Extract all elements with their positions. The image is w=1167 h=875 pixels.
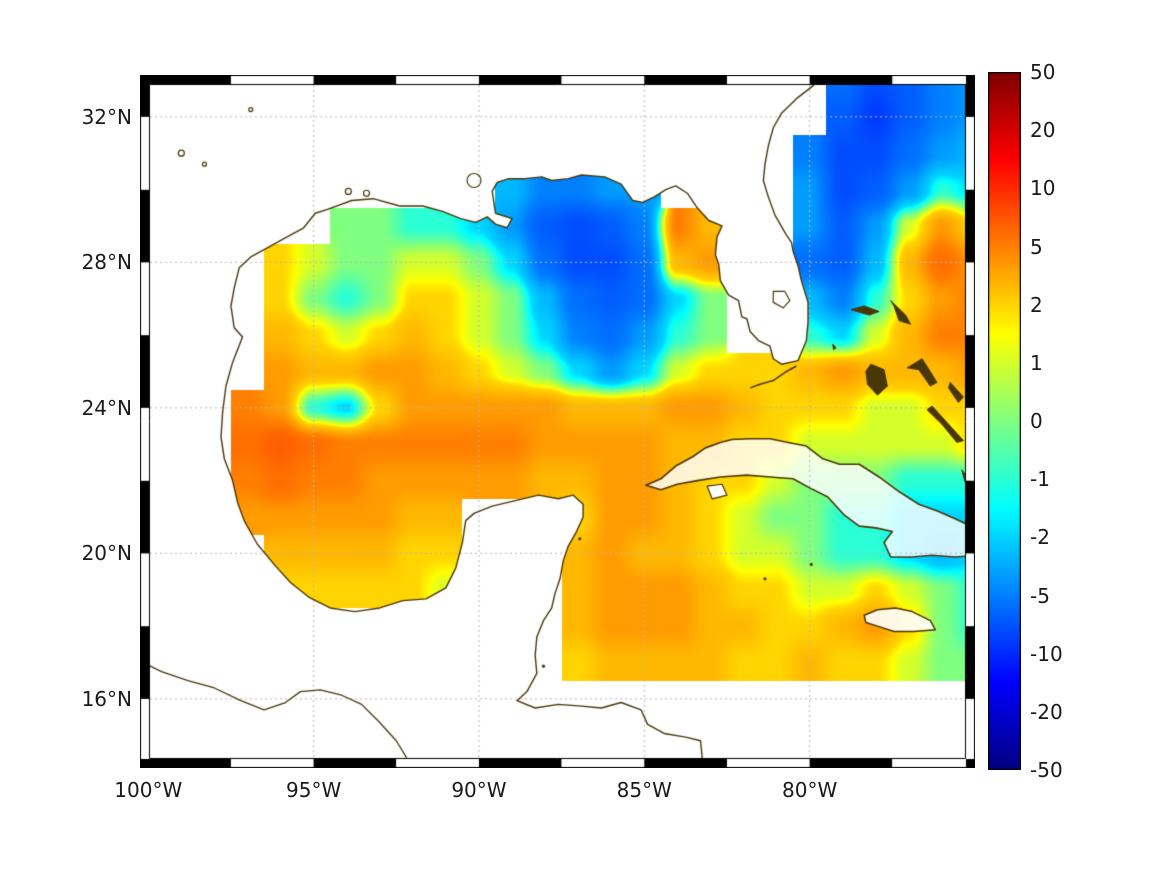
map-plot [140, 75, 975, 768]
colorbar-tick-label: -5 [1030, 583, 1050, 608]
colorbar-tick-label: -10 [1030, 641, 1063, 666]
colorbar-tick-label: 20 [1030, 118, 1056, 143]
colorbar-tick-label: 1 [1030, 350, 1043, 375]
colorbar-tick-label: 10 [1030, 176, 1056, 201]
x-tick-label: 100°W [114, 778, 183, 802]
colorbar-tick-label: 2 [1030, 292, 1043, 317]
colorbar-tick-label: -20 [1030, 699, 1063, 724]
x-tick-label: 95°W [285, 778, 342, 802]
y-tick-label: 16°N [81, 686, 132, 711]
colorbar-tick-label: 50 [1030, 60, 1056, 84]
x-tick-label: 80°W [782, 778, 838, 802]
y-tick-label: 32°N [81, 104, 132, 129]
colorbar-tick-label: 0 [1030, 409, 1043, 433]
y-tick-label: 20°N [81, 541, 132, 566]
colorbar-tick-label: 5 [1030, 234, 1043, 259]
y-tick-label: 24°N [81, 395, 132, 420]
y-tick-label: 28°N [81, 250, 132, 275]
colorbar-tick-label: -2 [1030, 525, 1050, 550]
colorbar-gradient [988, 72, 1021, 770]
colorbar-tick-label: -1 [1030, 467, 1050, 492]
x-tick-label: 90°W [451, 778, 507, 802]
x-tick-label: 85°W [616, 778, 672, 802]
colorbar-tick-label: -50 [1030, 758, 1063, 782]
